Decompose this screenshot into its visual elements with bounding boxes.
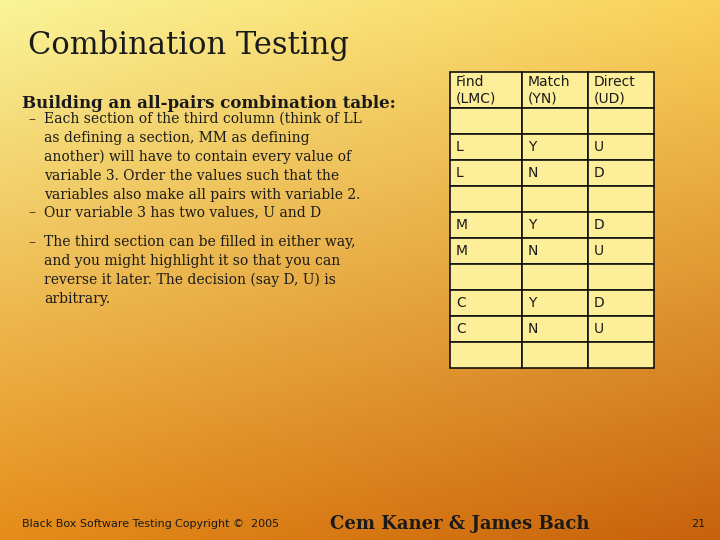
Text: Match
(YN): Match (YN) xyxy=(528,75,570,105)
Bar xyxy=(588,238,654,264)
Text: Y: Y xyxy=(528,296,536,310)
Text: Combination Testing: Combination Testing xyxy=(28,30,349,61)
Text: U: U xyxy=(594,322,604,336)
Text: –: – xyxy=(28,235,35,249)
Text: D: D xyxy=(594,218,605,232)
Text: Find
(LMC): Find (LMC) xyxy=(456,75,496,105)
Bar xyxy=(588,134,654,160)
Bar xyxy=(450,72,522,108)
Text: Cem Kaner & James Bach: Cem Kaner & James Bach xyxy=(330,515,590,533)
Bar xyxy=(588,160,654,186)
Text: Copyright ©  2005: Copyright © 2005 xyxy=(175,519,279,529)
Text: Each section of the third column (think of LL
as defining a section, MM as defin: Each section of the third column (think … xyxy=(44,112,362,202)
Bar xyxy=(522,238,588,264)
Text: N: N xyxy=(528,244,539,258)
Bar xyxy=(450,186,522,212)
Text: Y: Y xyxy=(528,218,536,232)
Bar xyxy=(522,160,588,186)
Bar xyxy=(450,160,522,186)
Bar xyxy=(450,134,522,160)
Bar xyxy=(522,342,588,368)
Text: –: – xyxy=(28,112,35,126)
Text: Direct
(UD): Direct (UD) xyxy=(594,75,636,105)
Text: D: D xyxy=(594,296,605,310)
Bar xyxy=(588,72,654,108)
Text: Y: Y xyxy=(528,140,536,154)
Bar xyxy=(522,290,588,316)
Bar xyxy=(522,212,588,238)
Bar xyxy=(588,316,654,342)
Text: M: M xyxy=(456,218,468,232)
Bar xyxy=(588,108,654,134)
Bar xyxy=(588,186,654,212)
Text: C: C xyxy=(456,322,466,336)
Bar xyxy=(450,290,522,316)
Text: L: L xyxy=(456,166,464,180)
Text: N: N xyxy=(528,166,539,180)
Text: D: D xyxy=(594,166,605,180)
Text: L: L xyxy=(456,140,464,154)
Text: 21: 21 xyxy=(691,519,705,529)
Text: The third section can be filled in either way,
and you might highlight it so tha: The third section can be filled in eithe… xyxy=(44,235,356,306)
Bar xyxy=(522,108,588,134)
Bar xyxy=(522,186,588,212)
Bar xyxy=(522,72,588,108)
Bar xyxy=(522,264,588,290)
Bar xyxy=(450,108,522,134)
Text: C: C xyxy=(456,296,466,310)
Text: Our variable 3 has two values, U and D: Our variable 3 has two values, U and D xyxy=(44,205,321,219)
Bar xyxy=(588,342,654,368)
Bar xyxy=(522,134,588,160)
Text: –: – xyxy=(28,205,35,219)
Bar xyxy=(588,212,654,238)
Bar xyxy=(588,290,654,316)
Text: N: N xyxy=(528,322,539,336)
Text: U: U xyxy=(594,244,604,258)
Text: U: U xyxy=(594,140,604,154)
Text: M: M xyxy=(456,244,468,258)
Bar xyxy=(522,316,588,342)
Bar xyxy=(450,212,522,238)
Bar xyxy=(450,264,522,290)
Bar xyxy=(450,238,522,264)
Bar xyxy=(588,264,654,290)
Text: Black Box Software Testing: Black Box Software Testing xyxy=(22,519,172,529)
Bar xyxy=(450,316,522,342)
Text: Building an all-pairs combination table:: Building an all-pairs combination table: xyxy=(22,95,396,112)
Bar xyxy=(450,342,522,368)
